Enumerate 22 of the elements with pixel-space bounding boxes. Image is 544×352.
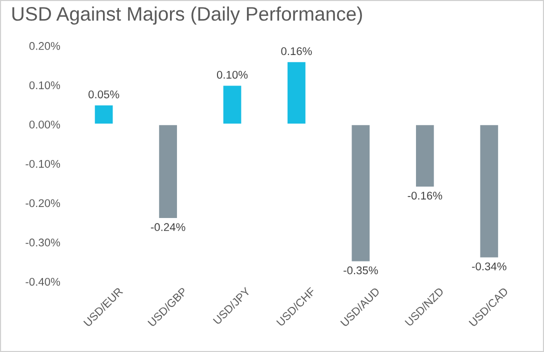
data-label: -0.24% — [150, 223, 186, 232]
bar — [93, 104, 114, 126]
bar — [414, 124, 436, 188]
y-tick-label: 0.00% — [29, 120, 60, 129]
data-label: 0.05% — [88, 90, 120, 98]
y-tick-label: -0.20% — [26, 199, 60, 208]
chart-title: USD Against Majors (Daily Performance) — [12, 6, 362, 25]
data-label: -0.16% — [408, 192, 442, 200]
y-tick-label: 0.10% — [29, 81, 60, 90]
y-tick-label: -0.40% — [26, 278, 60, 286]
y-tick-label: 0.20% — [29, 42, 60, 50]
bar — [478, 124, 500, 259]
data-label: 0.10% — [216, 70, 248, 79]
bar — [158, 124, 178, 220]
bar — [286, 60, 307, 126]
data-label: -0.35% — [344, 266, 378, 274]
data-label: -0.34% — [472, 262, 506, 270]
bar — [222, 84, 243, 126]
y-tick-label: -0.10% — [26, 160, 60, 168]
bar — [350, 124, 372, 263]
data-label: 0.16% — [281, 47, 312, 56]
y-tick-label: -0.30% — [26, 238, 60, 246]
